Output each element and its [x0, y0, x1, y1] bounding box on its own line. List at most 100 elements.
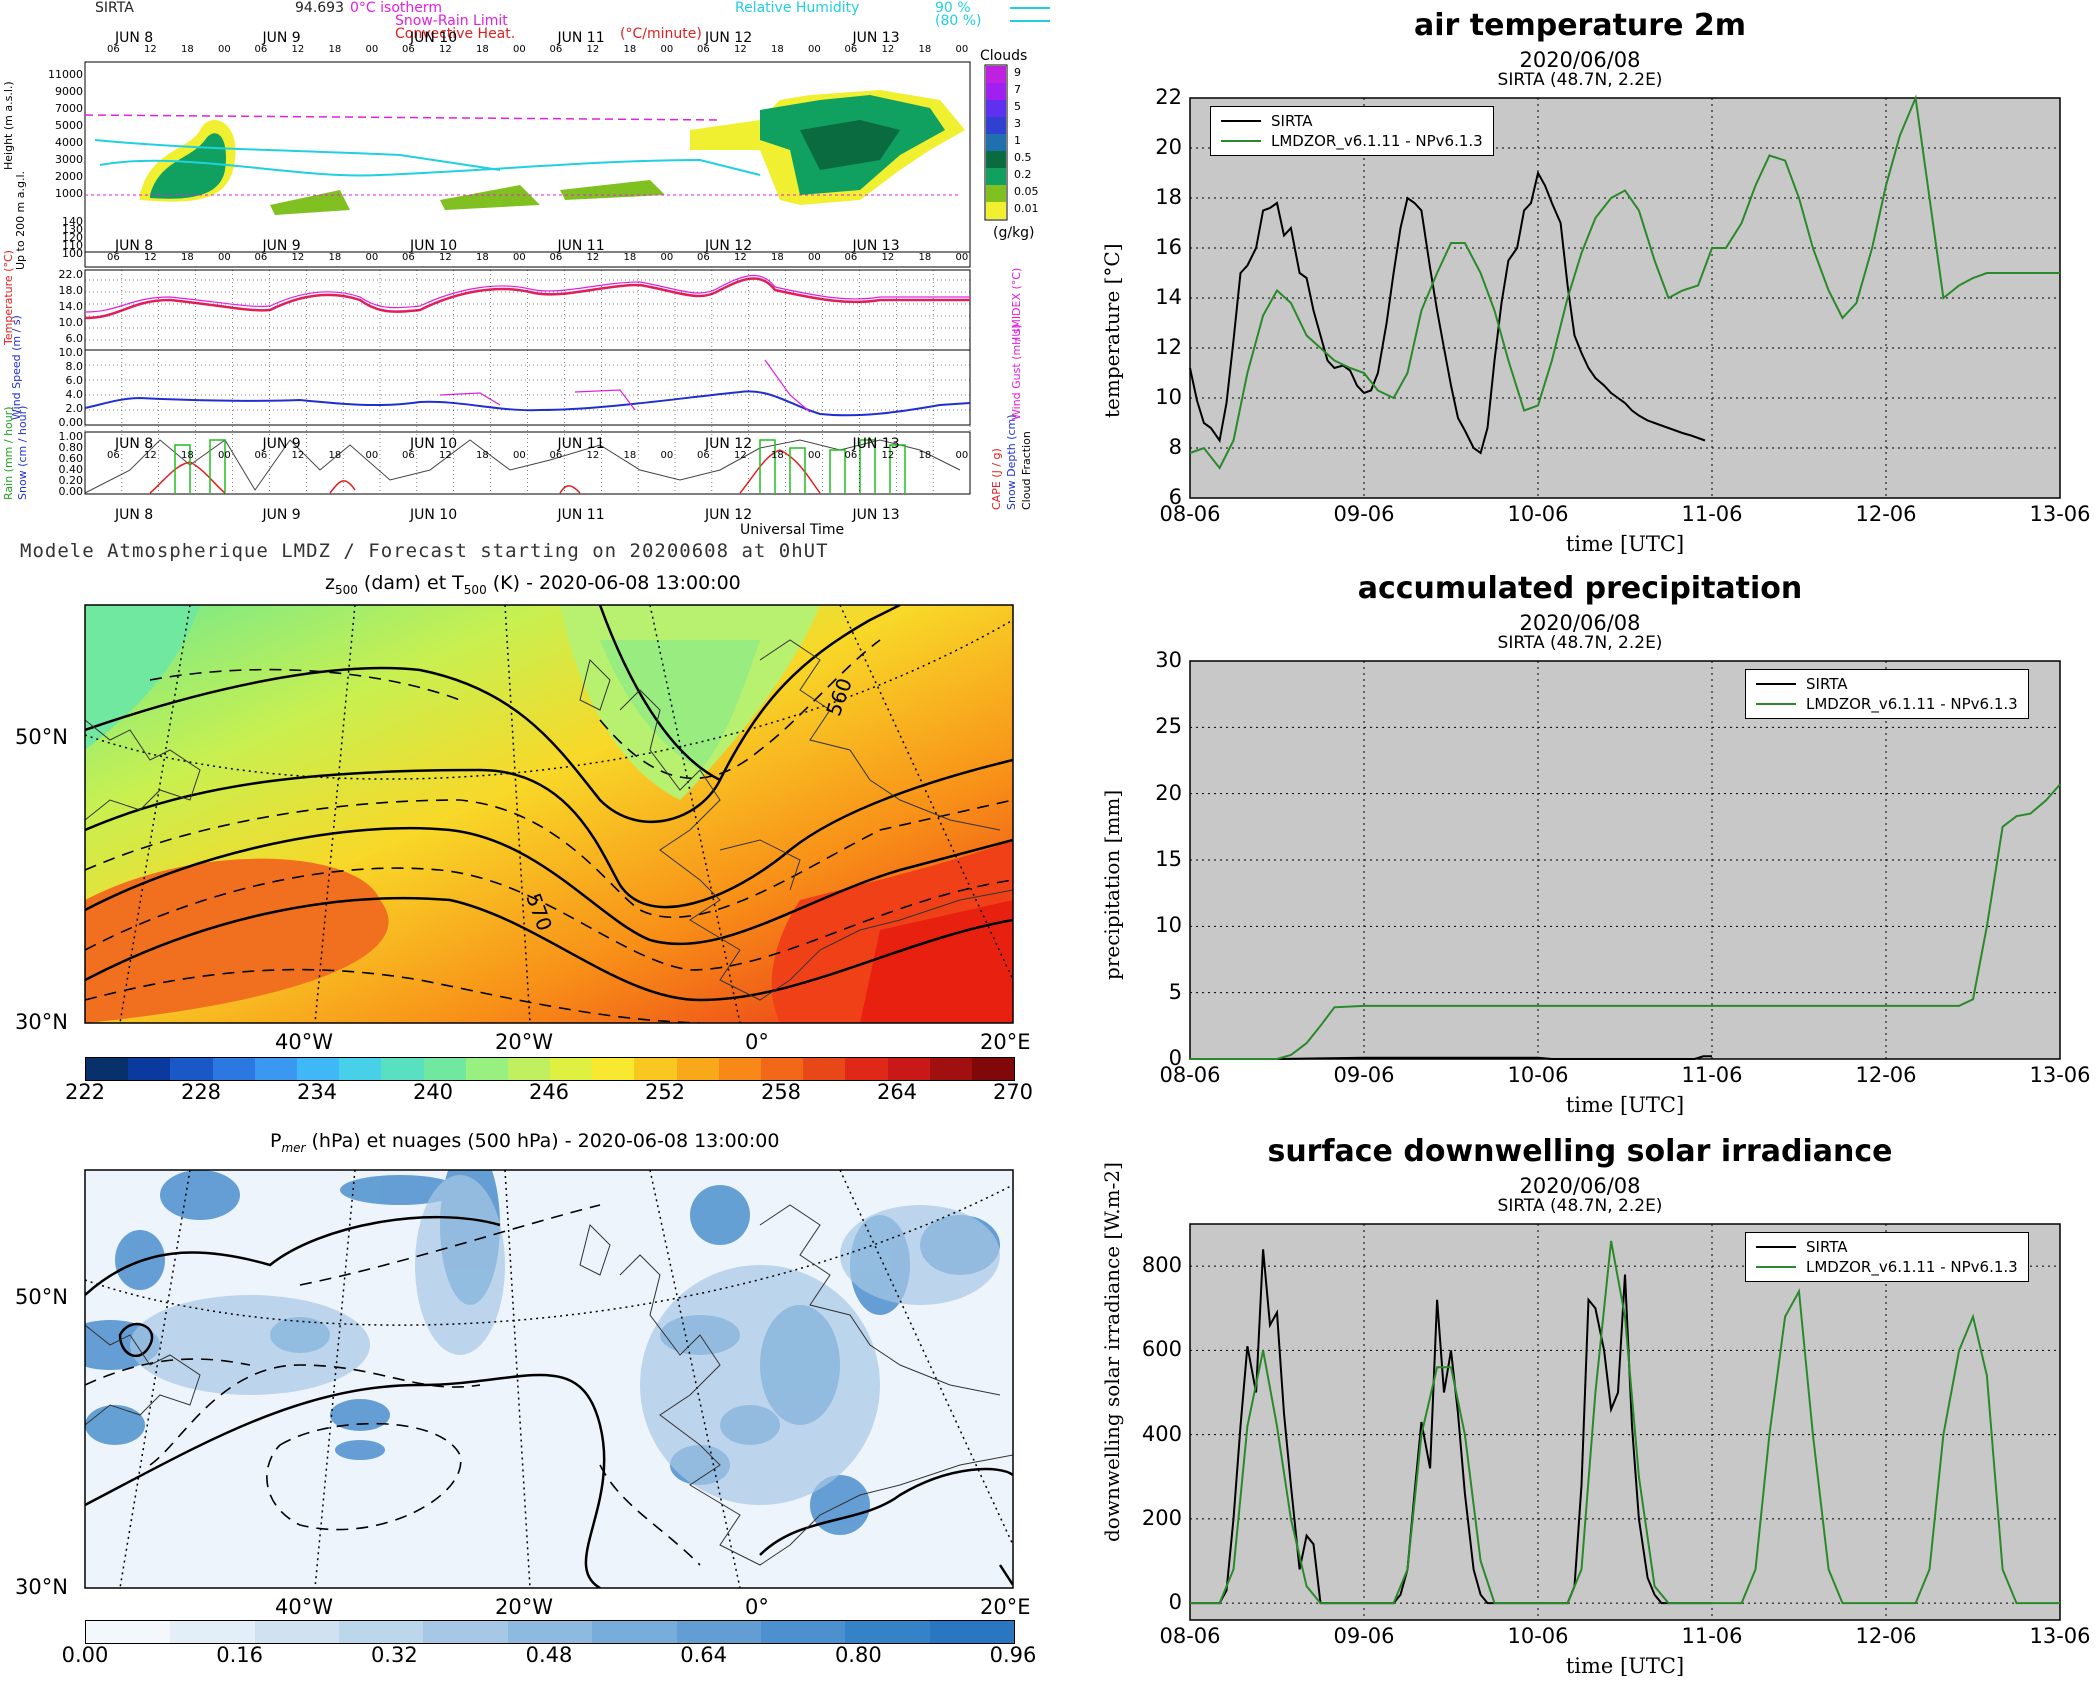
- x-tick-label: 11-06: [1681, 502, 1743, 526]
- hour-label: 06: [402, 252, 415, 263]
- cloud-tick: 0.01: [1014, 202, 1039, 215]
- legend-entry: SIRTA: [1756, 674, 2018, 694]
- hour-label: 06: [254, 252, 268, 263]
- day-label: JUN 12: [705, 30, 753, 46]
- hour-label: 18: [918, 44, 932, 55]
- colorbar-swatch: [423, 1058, 466, 1080]
- colorbar-swatch: [86, 1058, 129, 1080]
- y-tick-label: 20: [1155, 780, 1182, 805]
- day-label: JUN 11: [557, 30, 605, 46]
- legend-entry: SIRTA: [1756, 1237, 2018, 1257]
- axis-tick: 10.0: [58, 346, 84, 359]
- colorbar-swatch: [170, 1058, 213, 1080]
- hour-label: 00: [513, 44, 526, 55]
- hour-label: 18: [328, 450, 342, 461]
- hour-label: 12: [881, 450, 895, 461]
- colorbar-swatch: [634, 1058, 677, 1080]
- colorbar-swatch: [465, 1058, 508, 1080]
- colorbar-swatch: [718, 1058, 761, 1080]
- day-label: JUN 10: [410, 238, 458, 254]
- axis-tick: 5000: [55, 119, 83, 132]
- x-tick-label: 08-06: [1159, 1063, 1221, 1087]
- hour-label: 18: [476, 450, 489, 461]
- axis-tick: 0.80: [58, 441, 84, 454]
- chart-title: accumulated precipitation: [1357, 571, 1803, 606]
- colorbar-swatch: [381, 1058, 424, 1080]
- hour-label: 12: [439, 450, 452, 461]
- chart-subtitle-date: 2020/06/08: [1519, 48, 1641, 72]
- x-tick-label: 12-06: [1855, 1063, 1917, 1087]
- x-tick-label: 13-06: [2029, 502, 2091, 526]
- legend-label: SIRTA: [1806, 675, 1848, 693]
- hour-label: 00: [365, 44, 379, 55]
- colorbar-swatch: [254, 1621, 340, 1643]
- axis-tick: 2.0: [65, 402, 84, 415]
- colorbar-tick: 0.64: [680, 1643, 728, 1667]
- x-tick-label: 09-06: [1333, 1624, 1395, 1648]
- hour-label: 18: [918, 252, 932, 263]
- chart-legend: SIRTA LMDZOR_v6.1.11 - NPv6.1.3: [1745, 669, 2029, 719]
- chart-svg: [1189, 1223, 2061, 1621]
- axis-tick: 1.00: [58, 430, 84, 443]
- legend-swatch: [1221, 140, 1261, 142]
- hour-label: 00: [955, 450, 969, 461]
- hour-label: 00: [660, 450, 674, 461]
- hour-label: 00: [955, 252, 969, 263]
- axis-tick: 6.0: [65, 374, 84, 387]
- cloud-tick: 0.05: [1014, 185, 1039, 198]
- day-label: JUN 11: [557, 436, 605, 452]
- map2-lon-40w: 40°W: [275, 1595, 333, 1619]
- chart-precipitation: accumulated precipitation 2020/06/08 SIRTA…: [1060, 563, 2100, 1123]
- wind-axis-label: Wind Speed (m / s): [10, 315, 23, 420]
- y-axis-label: precipitation [mm]: [1100, 789, 1124, 980]
- hour-label: 00: [660, 252, 674, 263]
- colorbar-tick: 0.32: [370, 1643, 418, 1667]
- day-label: JUN 11: [557, 238, 605, 254]
- map2-colorbar: [85, 1620, 1015, 1644]
- map1-lon-20e: 20°E: [980, 1030, 1031, 1054]
- day-label: JUN 10: [410, 436, 458, 452]
- meteogram-station-value: 94.693: [295, 0, 344, 16]
- hour-label: 06: [844, 450, 858, 461]
- colorbar-swatch: [507, 1058, 551, 1080]
- legend-convective-unit: (°C/minute): [620, 26, 702, 42]
- map2-svg: [84, 1169, 1014, 1589]
- axis-tick: 4000: [55, 136, 83, 149]
- cloud-tick: 3: [1014, 117, 1021, 130]
- legend-snow-rain: Snow-Rain Limit: [395, 13, 508, 29]
- axis-tick: 18.0: [58, 284, 84, 297]
- x-tick-label: 08-06: [1159, 502, 1221, 526]
- legend-rh: Relative Humidity: [735, 0, 860, 16]
- y-tick-label: 10: [1155, 385, 1182, 409]
- axis-tick: 4.0: [65, 388, 84, 401]
- hour-label: 18: [476, 44, 489, 55]
- day-label: JUN 8: [115, 436, 154, 452]
- x-tick-label: 12-06: [1855, 502, 1917, 526]
- legend-isotherm: 0°C isotherm: [350, 0, 443, 16]
- day-label: JUN 13: [852, 238, 900, 254]
- colorbar-swatch: [296, 1058, 340, 1080]
- cloud-tick: 5: [1014, 100, 1021, 113]
- series-line-sirta: [1190, 1249, 1712, 1605]
- gust-label: Wind Gust (m / s): [1010, 324, 1023, 420]
- map2-lon-20e: 20°E: [980, 1595, 1031, 1619]
- colorbar-swatch: [592, 1058, 635, 1080]
- chart-temperature: air temperature 2m 2020/06/08 SIRTA (48.7N…: [1060, 0, 2100, 560]
- chart-irradiance: surface downwelling solar irradiance 2020…: [1060, 1126, 2100, 1680]
- day-label: JUN 9: [262, 436, 301, 452]
- hour-label: 18: [918, 450, 932, 461]
- hour-label: 12: [586, 44, 600, 55]
- colorbar-tick: 264: [876, 1080, 918, 1104]
- hour-label: 06: [549, 450, 563, 461]
- axis-tick: 120: [62, 231, 83, 244]
- colorbar-swatch: [760, 1621, 846, 1643]
- series-line-lmdzor: [1189, 94, 2060, 470]
- hour-label: 12: [439, 252, 452, 263]
- hour-label: 18: [328, 44, 342, 55]
- colorbar-tick: 0.80: [834, 1643, 882, 1667]
- map1-title: z500 (dam) et T500 (K) - 2020-06-08 13:0…: [325, 572, 741, 597]
- colorbar-swatch: [507, 1621, 593, 1643]
- colorbar-tick: 0.16: [216, 1643, 264, 1667]
- hour-label: 06: [107, 44, 120, 55]
- axis-tick: 2000: [55, 170, 83, 183]
